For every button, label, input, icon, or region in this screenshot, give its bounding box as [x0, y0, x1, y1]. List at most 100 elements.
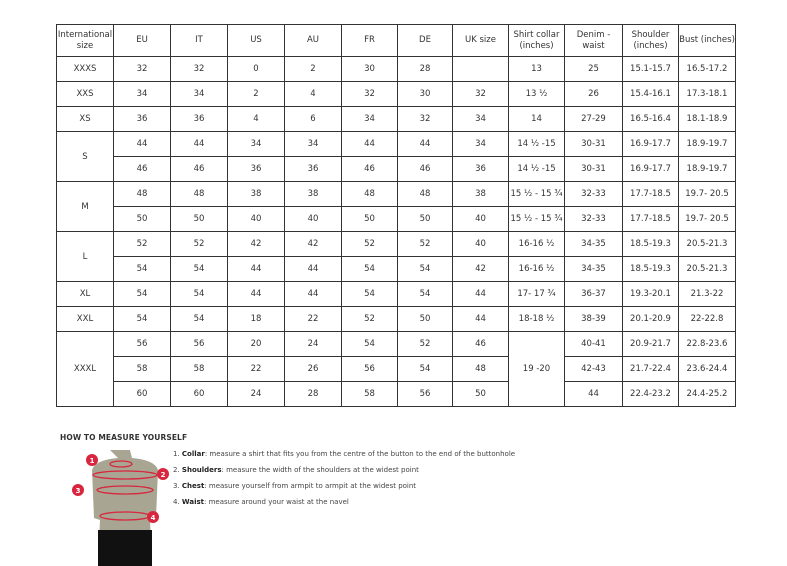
size-label: XXXL	[56, 331, 114, 407]
step-term: Waist	[181, 498, 205, 506]
table-cell: 19.3-20.1	[622, 281, 679, 307]
table-cell: 58	[113, 356, 171, 382]
table-row: XXXS 32 32 0 2 30 28 13 25 15.1-15.7 16.5-17.2	[56, 56, 736, 82]
size-label: XXXS	[56, 56, 114, 82]
column-header: DE	[397, 24, 453, 57]
table-row: 58 58 22 26 56 54 48 42-43 21.7-22.4 23.6-24.4	[57, 356, 736, 382]
size-label: S	[56, 131, 114, 182]
table-cell: 44	[227, 281, 285, 307]
table-cell: 30	[341, 56, 398, 82]
step-term: Shoulders	[181, 466, 222, 474]
table-cell: 52	[113, 231, 171, 257]
step-text: : measure a shirt that fits you from the…	[204, 450, 516, 458]
table-cell: 42-43	[564, 356, 623, 382]
step-collar: 1. Collar: measure a shirt that fits you…	[173, 450, 515, 466]
table-row: 46 46 36 36 46 46 36 14 ½ -15 30-31 16.9-17.7 18.9…	[57, 156, 736, 182]
table-cell: 2	[284, 56, 342, 82]
table-cell: 56	[170, 331, 228, 357]
table-cell: 20.9-21.7	[622, 331, 679, 357]
table-cell: 60	[170, 381, 228, 407]
table-cell: 24	[227, 381, 285, 407]
table-cell: 22.8-23.6	[678, 331, 736, 357]
table-cell: 40	[227, 206, 285, 232]
table-row: XS 36 36 4 6 34 32 34 14 27-29 16.5-16.4 18.1-18.9	[56, 106, 736, 132]
table-cell: 17- 17 ¾	[508, 281, 565, 307]
table-row: XXL 54 54 18 22 52 50 44 18-18 ½ 38-39 20.1-20.9 22…	[56, 306, 736, 332]
table-cell: 38	[227, 181, 285, 207]
table-cell: 30-31	[564, 156, 623, 182]
table-row: L 52 52 42 42 52 52 40 16-16 ½ 34-35 18.5-19.3 20.5…	[56, 231, 736, 282]
table-cell: 32-33	[564, 206, 623, 232]
table-cell: 18.9-19.7	[678, 131, 736, 157]
table-cell: 34	[284, 131, 342, 157]
table-cell: 54	[341, 281, 398, 307]
table-cell: 28	[397, 56, 453, 82]
table-cell: 16.5-16.4	[622, 106, 679, 132]
table-cell: 34	[113, 81, 171, 107]
table-cell: 27-29	[564, 106, 623, 132]
table-cell: 48	[452, 356, 509, 382]
column-header: AU	[284, 24, 342, 57]
table-cell: 52	[341, 306, 398, 332]
table-cell: 50	[170, 206, 228, 232]
size-label: XS	[56, 106, 114, 132]
table-cell: 38	[284, 181, 342, 207]
table-cell: 4	[284, 81, 342, 107]
table-cell: 58	[170, 356, 228, 382]
table-cell: 20	[227, 331, 285, 357]
table-cell: 32-33	[564, 181, 623, 207]
step-number: 3.	[173, 482, 180, 490]
table-cell: 44	[284, 256, 342, 282]
table-cell: 60	[113, 381, 171, 407]
table-cell: 56	[341, 356, 398, 382]
table-cell: 36	[452, 156, 509, 182]
table-cell: 18.5-19.3	[622, 231, 679, 257]
table-cell: 42	[284, 231, 342, 257]
measure-steps: 1. Collar: measure a shirt that fits you…	[173, 450, 515, 514]
table-cell: 4	[227, 106, 285, 132]
measure-title: HOW TO MEASURE YOURSELF	[60, 433, 188, 442]
table-cell: 54	[113, 281, 171, 307]
step-number: 2.	[173, 466, 180, 474]
table-cell: 2	[227, 81, 285, 107]
marker-2: 2	[161, 471, 166, 479]
table-cell: 18.5-19.3	[622, 256, 679, 282]
size-label: XXL	[56, 306, 114, 332]
table-cell: 44	[170, 131, 228, 157]
column-header: IT	[170, 24, 228, 57]
size-label: M	[56, 181, 114, 232]
size-label: XL	[56, 281, 114, 307]
table-cell: 54	[341, 256, 398, 282]
table-cell: 36	[227, 156, 285, 182]
table-cell: 20.1-20.9	[622, 306, 679, 332]
step-term: Chest	[181, 482, 205, 490]
table-cell: 16-16 ½	[508, 256, 565, 282]
table-cell: 20.5-21.3	[678, 231, 736, 257]
column-header: Denim - waist	[564, 24, 623, 57]
table-cell: 15.1-15.7	[622, 56, 679, 82]
table-cell: 56	[113, 331, 171, 357]
table-cell: 17.7-18.5	[622, 206, 679, 232]
table-cell: 6	[284, 106, 342, 132]
table-cell: 16.9-17.7	[622, 156, 679, 182]
table-cell: 36	[113, 106, 171, 132]
table-cell: 34-35	[564, 256, 623, 282]
table-cell: 50	[341, 206, 398, 232]
table-cell: 50	[397, 206, 453, 232]
table-cell: 54	[170, 256, 228, 282]
table-row: XL 54 54 44 44 54 54 44 17- 17 ¾ 36-37 19.3-20.1 21…	[56, 281, 736, 307]
table-cell: 34	[341, 106, 398, 132]
table-cell: 32	[113, 56, 171, 82]
table-cell: 18.9-19.7	[678, 156, 736, 182]
table-cell: 48	[170, 181, 228, 207]
table-cell: 30-31	[564, 131, 623, 157]
shoulder-line	[92, 470, 158, 480]
table-cell: 38	[452, 181, 509, 207]
table-cell: 14 ½ -15	[508, 156, 565, 182]
table-row: XXS 34 34 2 4 32 30 32 13 ½ 26 15.4-16.1 17.3-18.1	[56, 81, 736, 107]
table-cell: 19.7- 20.5	[678, 206, 736, 232]
table-cell: 16.5-17.2	[678, 56, 736, 82]
column-header: Shoulder (inches)	[622, 24, 679, 57]
column-header: International size	[56, 24, 114, 57]
table-row: S 44 44 34 34 44 44 34 14 ½ -15 30-31 16.9-17.7 18.…	[56, 131, 736, 182]
